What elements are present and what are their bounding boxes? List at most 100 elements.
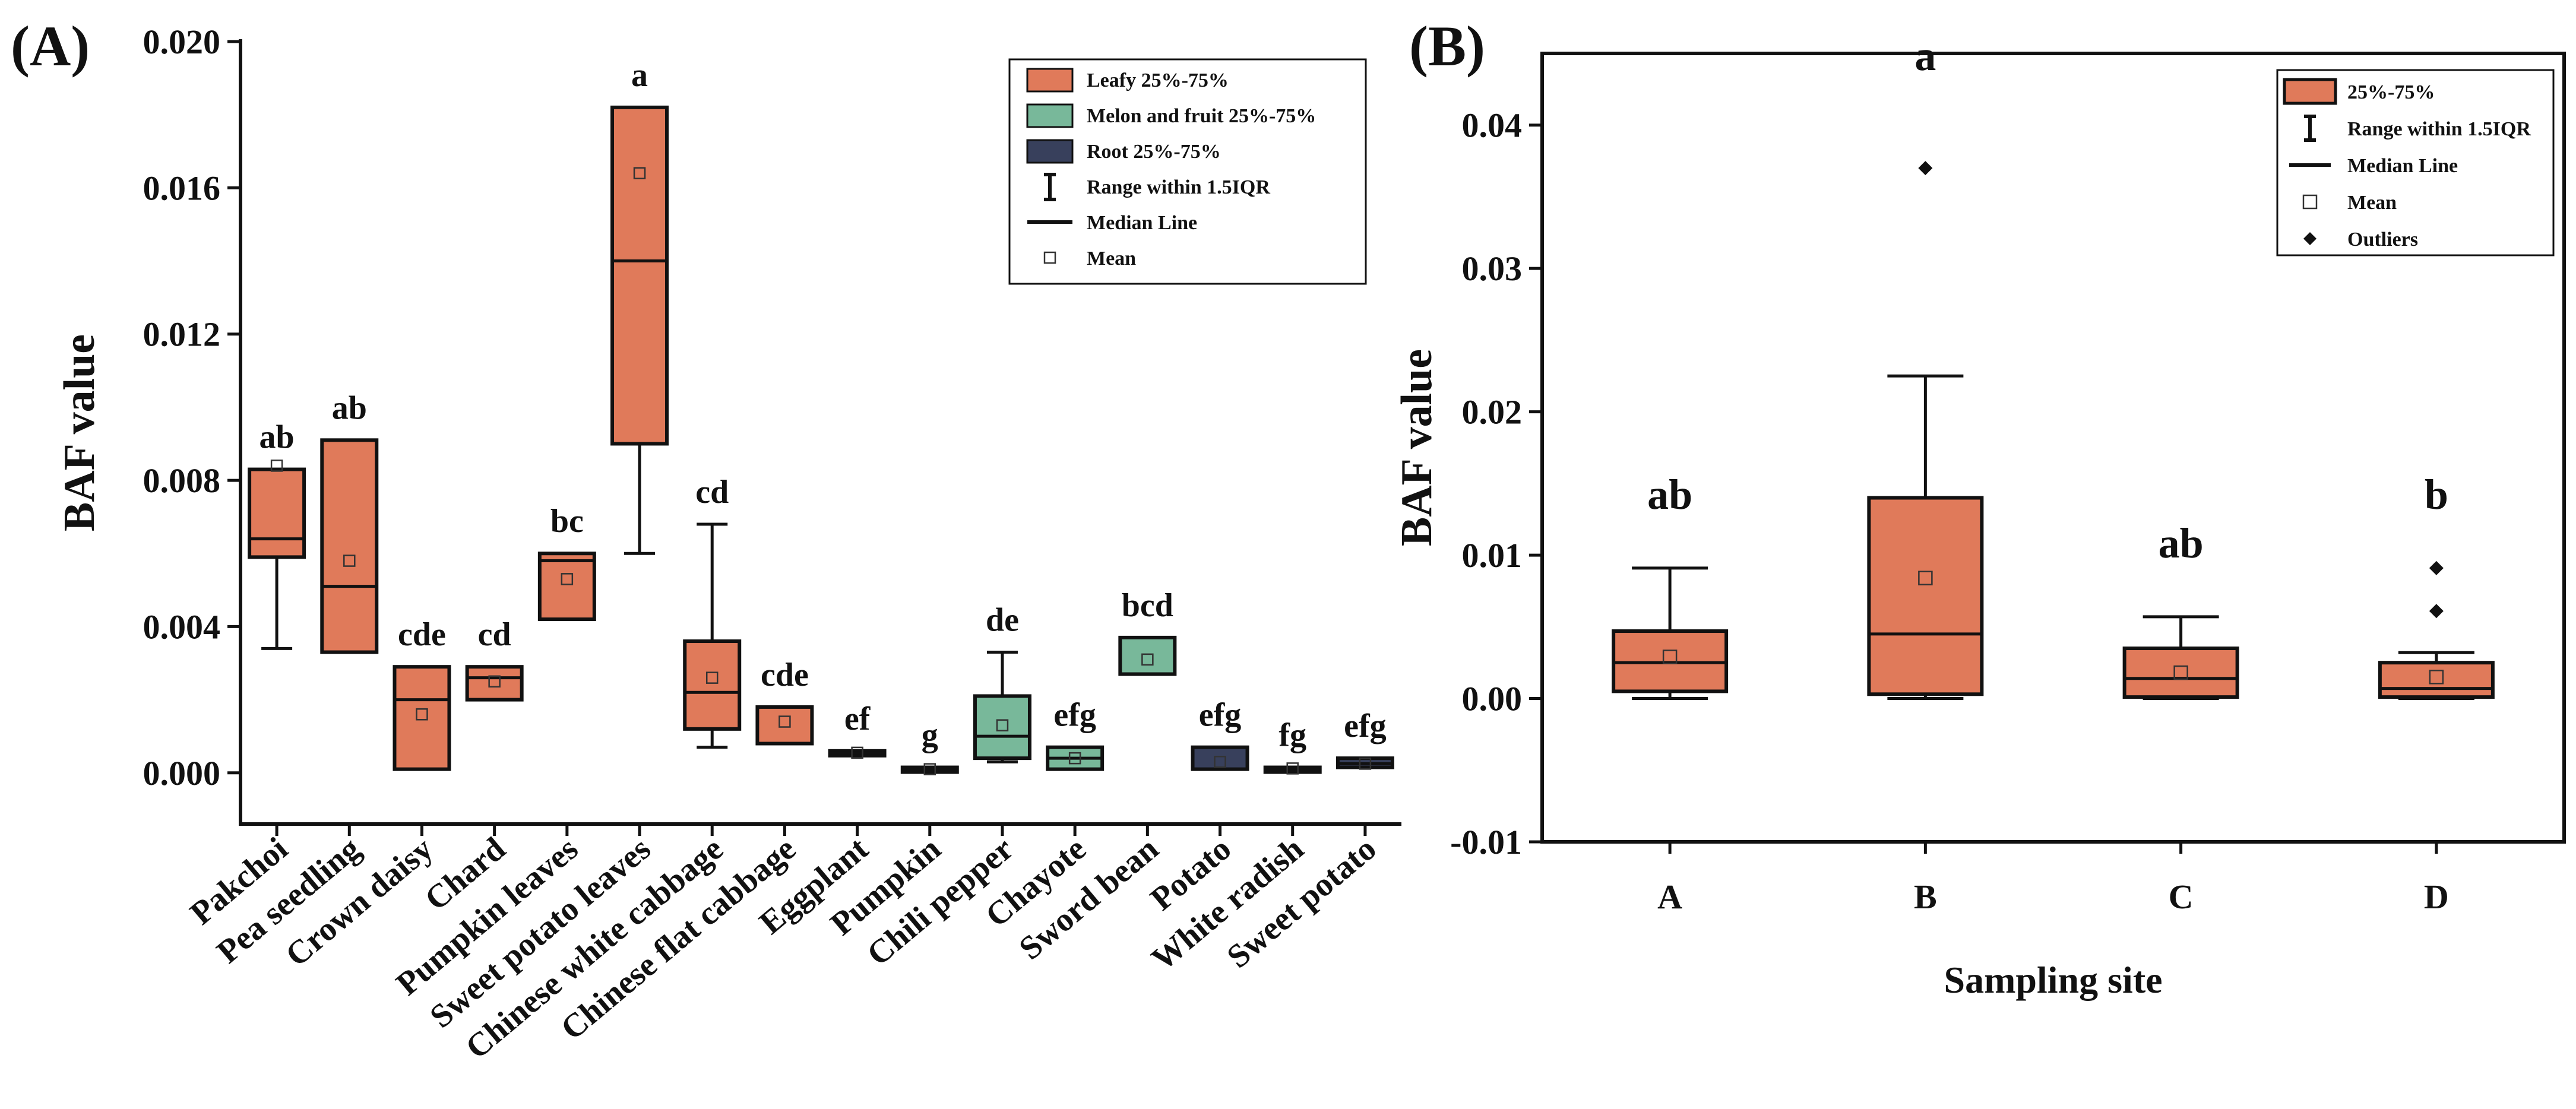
box-iqr (465, 665, 524, 702)
legend-mean-icon (2302, 194, 2318, 210)
y-tick-label: 0.008 (143, 461, 221, 500)
legend-label: Mean (1087, 248, 1136, 270)
mean-marker (923, 763, 936, 775)
mean-marker (1141, 653, 1154, 666)
significance-letter: ab (260, 419, 295, 456)
significance-letter: efg (1053, 697, 1096, 734)
mean-marker (2173, 665, 2188, 680)
legend-label: Outliers (2347, 229, 2418, 251)
significance-letter: a (1914, 32, 1936, 80)
significance-letter: ab (332, 389, 367, 426)
legend-swatch (2283, 78, 2337, 105)
legend-label: Root 25%-75% (1087, 141, 1221, 163)
panel-a: (A) BAF value 0.000 0.004 0.008 0.012 0.016 0.0… (11, 14, 1401, 1066)
significance-letter: ab (2159, 519, 2204, 567)
legend-swatch (1026, 139, 1074, 164)
y-axis-label: BAF value (1393, 349, 1441, 546)
mean-marker (561, 573, 574, 585)
y-tick-label: 0.016 (143, 169, 221, 207)
x-tick-label: C (2169, 877, 2194, 916)
mean-marker (1068, 752, 1081, 765)
legend-swatch (1026, 68, 1074, 93)
panel-label: (A) (11, 14, 90, 78)
significance-letter: fg (1278, 717, 1306, 754)
significance-letter: bcd (1122, 587, 1173, 624)
mean-marker (1918, 571, 1933, 585)
y-axis-label: BAF value (55, 334, 104, 531)
y-tick-label: 0.01 (1462, 536, 1523, 575)
legend-label: Range within 1.5IQR (2347, 118, 2531, 140)
significance-letter: efg (1344, 708, 1387, 744)
legend-swatch (1026, 103, 1074, 128)
mean-marker (1214, 756, 1226, 768)
y-tick-label: 0.020 (143, 23, 221, 61)
significance-letter: efg (1199, 697, 1242, 734)
box-iqr (320, 438, 379, 654)
mean-marker (343, 554, 356, 567)
legend-label: 25%-75% (2347, 81, 2435, 103)
mean-marker (851, 746, 863, 759)
significance-letter: cde (761, 657, 809, 693)
y-tick-label: 0.04 (1462, 106, 1523, 145)
y-tick-label: 0.03 (1462, 249, 1523, 288)
box-iqr (1118, 635, 1177, 676)
legend-outlier-icon (2303, 232, 2316, 245)
mean-marker (705, 671, 719, 684)
significance-letter: cd (478, 616, 511, 653)
mean-marker (1662, 649, 1678, 664)
panel-label: (B) (1409, 14, 1485, 78)
y-tick-label: 0.00 (1462, 680, 1523, 718)
significance-letter: g (922, 717, 938, 754)
plot-frame (1540, 52, 2566, 844)
legend-label: Range within 1.5IQR (1087, 176, 1270, 198)
mean-marker (633, 167, 646, 179)
x-tick-label: A (1657, 877, 1682, 916)
significance-letter: cd (695, 474, 729, 511)
box-iqr (683, 639, 742, 731)
panel-b: (B) BAF value Sampling site -0.01 0.00 0.01 0.… (1393, 14, 2566, 1001)
significance-letter: b (2425, 471, 2448, 518)
legend-mean-icon (1043, 251, 1056, 264)
mean-marker (2429, 670, 2444, 685)
y-tick-label: -0.01 (1450, 823, 1522, 861)
significance-letter: ef (844, 701, 871, 737)
legend-label: Leafy 25%-75% (1087, 69, 1229, 91)
mean-marker (779, 715, 791, 728)
legend-label: Melon and fruit 25%-75% (1087, 105, 1316, 127)
y-tick-label: 0.012 (143, 315, 221, 354)
y-tick-label: 0.02 (1462, 393, 1523, 432)
mean-marker (1286, 762, 1299, 775)
box-iqr (610, 105, 669, 446)
mean-marker (416, 708, 428, 721)
x-tick-label: D (2424, 877, 2449, 916)
box-iqr (537, 552, 596, 622)
significance-letter: a (631, 57, 648, 94)
box-iqr (393, 665, 451, 771)
y-tick-label: 0.000 (143, 754, 221, 793)
box-iqr (1191, 745, 1249, 771)
significance-letter: de (986, 602, 1019, 639)
y-tick-label: 0.004 (143, 607, 221, 646)
significance-letter: ab (1647, 471, 1692, 518)
mean-marker (1359, 758, 1372, 770)
box-iqr (2122, 647, 2239, 699)
outlier-marker (1918, 161, 1933, 176)
outlier-marker (2429, 560, 2444, 575)
mean-marker (488, 675, 501, 688)
legend-box (1008, 58, 1367, 285)
box-iqr (2378, 661, 2495, 699)
significance-letter: cde (398, 616, 446, 653)
box-iqr (248, 467, 306, 559)
mean-marker (270, 460, 283, 472)
mean-marker (996, 719, 1009, 731)
legend-label: Median Line (2347, 155, 2458, 177)
outlier-marker (2429, 604, 2444, 619)
significance-letter: bc (550, 503, 584, 540)
box-iqr (755, 705, 814, 746)
box-iqr (1867, 496, 1984, 696)
x-tick-label: B (1914, 877, 1937, 916)
legend-label: Mean (2347, 192, 2397, 214)
box-iqr (973, 694, 1031, 761)
legend-label: Median Line (1087, 212, 1197, 234)
